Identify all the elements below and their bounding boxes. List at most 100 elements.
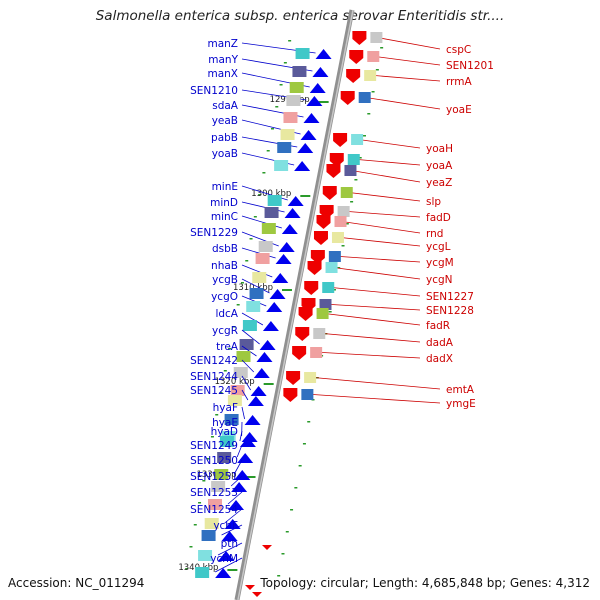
gene-connector — [241, 278, 270, 294]
track-tick — [262, 172, 266, 174]
gene-arrow — [306, 96, 323, 106]
gene-label-ycgM: ycgM — [426, 257, 454, 269]
gene-label-slp: slp — [426, 196, 441, 208]
gene-connector — [224, 508, 243, 524]
gene-feature — [261, 223, 276, 234]
gene-feature — [233, 367, 248, 378]
gene-label-ychF: ychF — [213, 520, 238, 532]
gene-arrow — [266, 302, 283, 312]
gene-feature — [198, 550, 213, 561]
gene-arrow — [303, 113, 320, 123]
gene-connector — [241, 406, 245, 420]
gene-connector — [338, 220, 421, 234]
track-tick — [215, 414, 219, 416]
gene-connector — [239, 430, 243, 442]
genome-backbone — [234, 9, 355, 600]
gene-connector — [348, 169, 421, 183]
gene-feature — [292, 66, 307, 77]
gene-connector — [320, 312, 421, 326]
gene-arrow — [297, 143, 314, 153]
gene-feature — [347, 154, 360, 165]
gene-label-pabB: pabB — [211, 132, 238, 144]
gene-arrow — [307, 261, 322, 275]
gene-connector — [308, 376, 441, 390]
gene-label-sdaA: sdaA — [212, 100, 239, 112]
gene-label-SEN1229: SEN1229 — [190, 227, 238, 239]
track-tick — [277, 575, 281, 577]
gene-connector — [341, 210, 421, 218]
gene-feature — [325, 262, 338, 273]
track-tick — [198, 502, 202, 504]
track-tick — [328, 311, 332, 313]
gene-feature — [236, 351, 251, 362]
gene-arrow — [309, 83, 326, 93]
gene-feature — [301, 389, 314, 400]
gene-arrow — [313, 231, 328, 245]
gene-connector — [241, 375, 251, 391]
gene-arrow — [215, 568, 232, 578]
gene-feature — [217, 452, 232, 463]
gene-feature — [230, 385, 245, 396]
gene-label-ymgE: ymgE — [446, 398, 476, 410]
gene-arrow — [329, 153, 344, 167]
gene-label-SEN1245: SEN1245 — [190, 385, 238, 397]
gene-label-fadD: fadD — [426, 212, 451, 224]
gene-arrow — [278, 242, 295, 252]
gene-feature — [295, 48, 310, 59]
gene-feature — [246, 301, 261, 312]
gene-label-manX: manX — [207, 68, 238, 80]
gene-feature — [283, 112, 298, 123]
gene-feature — [264, 207, 279, 218]
genome-backbone-highlight — [237, 9, 354, 600]
gene-feature — [224, 414, 239, 425]
track-tick — [380, 47, 384, 49]
gene-feature — [313, 328, 326, 339]
gene-connector — [241, 329, 260, 345]
gene-connector — [236, 444, 243, 458]
track-tick — [358, 157, 362, 159]
gene-label-nhaB: nhaB — [211, 260, 238, 272]
gene-label-yoaB: yoaB — [212, 148, 238, 160]
gene-label-SEN1244: SEN1244 — [190, 371, 238, 383]
gene-label-minC: minC — [211, 211, 238, 223]
gene-arrow — [352, 31, 367, 45]
gene-connector — [305, 393, 441, 404]
kbp-label: 1320 kbp — [215, 377, 255, 387]
gene-label-SEN1251: SEN1251 — [190, 471, 238, 483]
gene-connector — [317, 332, 421, 343]
gene-arrow — [300, 130, 317, 140]
gene-feature — [201, 530, 216, 541]
gene-feature — [286, 95, 301, 106]
gene-arrow — [286, 371, 301, 385]
gene-label-manY: manY — [208, 54, 238, 66]
gene-arrow-small — [245, 585, 255, 590]
track-tick — [193, 524, 197, 526]
track-tick — [223, 370, 227, 372]
gene-arrow — [253, 368, 270, 378]
track-tick — [341, 245, 345, 247]
gene-label-SEN1254: SEN1254 — [190, 504, 238, 516]
track-tick — [362, 135, 366, 137]
gene-connector — [233, 459, 243, 475]
track-tick — [206, 458, 210, 460]
gene-arrow — [298, 307, 313, 321]
gene-connector — [355, 138, 421, 149]
gene-feature — [370, 32, 383, 43]
track-tick — [371, 91, 375, 93]
gene-connector — [241, 389, 249, 401]
gene-arrow — [316, 215, 331, 229]
gene-label-ycgL: ycgL — [426, 241, 451, 253]
gene-feature — [358, 92, 371, 103]
gene-label-fadR: fadR — [426, 320, 450, 332]
gene-feature — [274, 160, 289, 171]
gene-connector — [217, 542, 243, 556]
track-tick — [236, 304, 240, 306]
gene-feature — [344, 165, 357, 176]
gene-arrow — [294, 161, 311, 171]
track-tick — [285, 531, 289, 533]
gene-arrow — [310, 250, 325, 264]
gene-label-minE: minE — [212, 181, 238, 193]
track-tick — [249, 238, 253, 240]
gene-connector — [230, 475, 243, 487]
